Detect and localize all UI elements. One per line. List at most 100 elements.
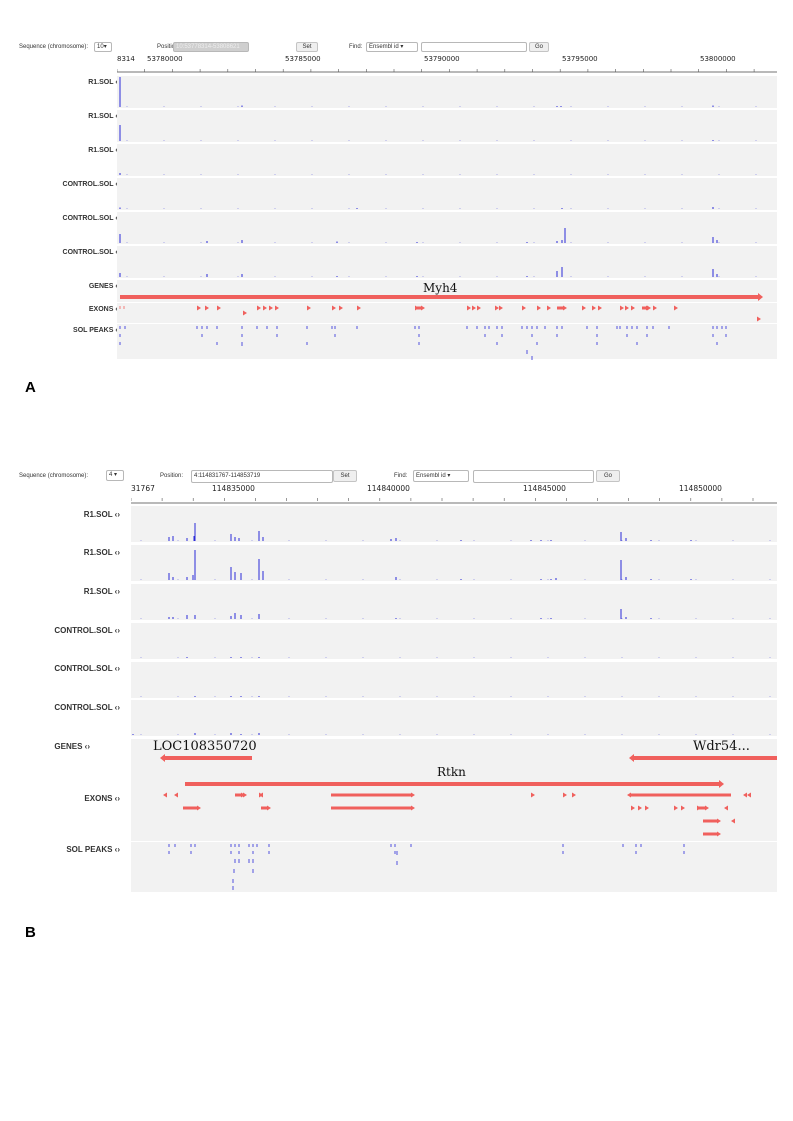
coordinate-ruler: 31767 114835000 114840000 114845000 1148… [131,483,777,505]
exon-arrow [638,805,642,811]
left-right-arrows-icon[interactable]: ‹› [114,703,120,712]
sequence-select[interactable]: 10▾ [94,42,112,52]
exon-block [261,806,267,810]
track-label[interactable]: R1.SOL ‹› [83,510,120,519]
track-label[interactable]: SOL PEAKS ‹› [66,845,120,854]
exon-arrow [563,305,567,311]
chevron-down-icon: ▾ [103,44,107,50]
exon-arrow [257,305,261,311]
signal-plot [140,696,771,697]
position-input[interactable]: 4:114831767-114853719 [191,470,333,483]
signal-track[interactable] [131,545,777,581]
left-right-arrows-icon[interactable]: ‹› [114,845,120,854]
toolbar: Sequence (chromosome): 10▾ Position: 10:… [0,42,793,56]
exon-features[interactable] [131,789,777,841]
peaks-track[interactable] [117,324,777,360]
exon-arrow [217,305,221,311]
track-label[interactable]: R1.SOL ‹› [83,548,120,557]
set-button[interactable]: Set [296,42,318,52]
sequence-select[interactable]: 4 ▾ [106,470,124,481]
find-input[interactable] [421,42,527,52]
exon-block [331,793,411,797]
exon-arrow [307,305,311,311]
track-label[interactable]: CONTROL.SOL ‹› [54,703,120,712]
signal-plot [119,125,757,141]
toolbar: Sequence (chromosome): 4 ▾ Position: 4:1… [0,470,793,486]
peak-features [119,326,727,360]
left-right-arrows-icon[interactable]: ‹› [114,664,120,673]
left-right-arrows-icon[interactable]: ‹› [84,742,90,751]
signal-track[interactable] [117,178,777,210]
gene-label: Wdr54... [693,739,750,754]
left-right-arrows-icon[interactable]: ‹› [114,510,120,519]
exon-arrow [275,305,279,311]
signal-plot [119,267,757,277]
signal-track[interactable] [131,623,777,659]
signal-track[interactable] [117,144,777,176]
panel-b: Sequence (chromosome): 4 ▾ Position: 4:1… [0,470,793,941]
signal-track[interactable] [131,662,777,698]
gene-feature[interactable] [117,280,777,302]
gene-label: LOC108350720 [153,739,257,754]
left-right-arrows-icon[interactable]: ‹› [114,587,120,596]
sequence-label: Sequence (chromosome): [19,44,89,50]
exon-arrow [174,792,178,798]
position-input[interactable]: 10:53778314-53808621 [173,42,249,52]
signal-track[interactable] [117,76,777,108]
set-button[interactable]: Set [333,470,357,482]
exon-block [642,306,646,310]
signal-plot [140,609,771,619]
signal-track[interactable] [117,212,777,244]
exon-arrow [263,305,267,311]
exon-arrow [411,792,415,798]
signal-track[interactable] [117,110,777,142]
go-button[interactable]: Go [529,42,549,52]
exon-arrow [705,805,709,811]
genes-track[interactable]: LOC108350720 Rtkn Wdr54... [131,739,777,789]
track-label[interactable]: CONTROL.SOL ‹› [54,664,120,673]
signal-track[interactable] [117,246,777,278]
panel-label: A [25,379,36,396]
left-right-arrows-icon[interactable]: ‹› [114,794,120,803]
find-select[interactable]: Ensembl id ▾ [413,470,469,482]
exon-block [235,793,243,797]
find-select[interactable]: Ensembl id ▾ [366,42,418,52]
track-label[interactable]: GENES ‹› [54,742,90,751]
exon-arrow [547,305,551,311]
signal-plot [140,523,771,541]
exon-arrow [259,792,263,798]
exon-block [703,819,717,823]
peaks-track[interactable] [131,842,777,892]
exon-arrow [582,305,586,311]
exon-arrow [674,805,678,811]
exon-arrow [598,305,602,311]
exon-features[interactable] [117,303,777,325]
exon-arrow [472,305,476,311]
gene-label: Myh4 [423,281,458,295]
exon-arrow [477,305,481,311]
genes-track[interactable]: Myh4 [117,280,777,302]
exon-arrow [421,305,425,311]
left-right-arrows-icon[interactable]: ‹› [114,626,120,635]
find-input[interactable] [473,470,594,483]
gene-features[interactable] [131,739,777,789]
go-button[interactable]: Go [596,470,620,482]
exon-arrow [592,305,596,311]
exon-arrow [411,805,415,811]
position-label: Position: [160,473,184,479]
exon-arrow [646,305,650,311]
signal-track[interactable] [131,506,777,542]
exon-arrow [531,792,535,798]
exon-arrow [467,305,471,311]
signal-track[interactable] [131,700,777,736]
ruler-tick-label: 114840000 [367,484,410,493]
track-label[interactable]: EXONS ‹› [84,794,120,803]
track-label[interactable]: R1.SOL ‹› [83,587,120,596]
exons-track[interactable] [131,789,777,841]
exon-block [703,832,717,836]
left-right-arrows-icon[interactable]: ‹› [114,548,120,557]
exons-track[interactable] [117,303,777,323]
sequence-label: Sequence (chromosome): [19,473,89,479]
track-label[interactable]: CONTROL.SOL ‹› [54,626,120,635]
signal-track[interactable] [131,584,777,620]
